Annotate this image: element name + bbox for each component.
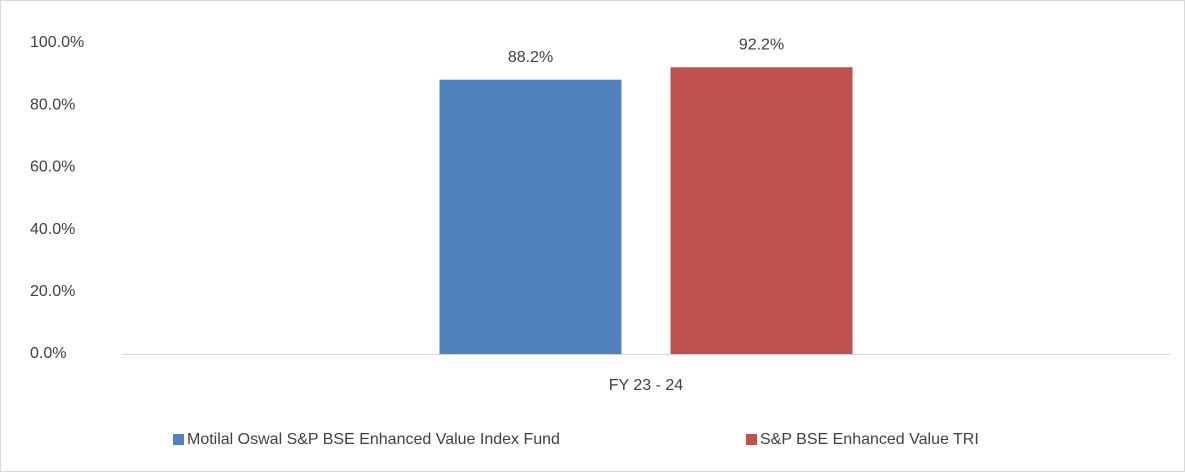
y-tick-label: 60.0% bbox=[30, 159, 75, 176]
legend-label: S&P BSE Enhanced Value TRI bbox=[760, 431, 979, 448]
bar bbox=[439, 79, 622, 354]
legend-label: Motilal Oswal S&P BSE Enhanced Value Ind… bbox=[187, 431, 560, 448]
data-label: 88.2% bbox=[508, 49, 553, 66]
y-tick-label: 20.0% bbox=[30, 283, 75, 300]
legend-swatch bbox=[173, 434, 184, 445]
x-tick-label: FY 23 - 24 bbox=[609, 377, 684, 394]
y-tick-label: 40.0% bbox=[30, 221, 75, 238]
legend-swatch bbox=[746, 434, 757, 445]
data-label: 92.2% bbox=[739, 36, 784, 53]
y-tick-label: 80.0% bbox=[30, 96, 75, 113]
y-tick-label: 100.0% bbox=[30, 34, 84, 51]
y-tick-label: 0.0% bbox=[30, 345, 66, 362]
bar bbox=[670, 67, 853, 355]
